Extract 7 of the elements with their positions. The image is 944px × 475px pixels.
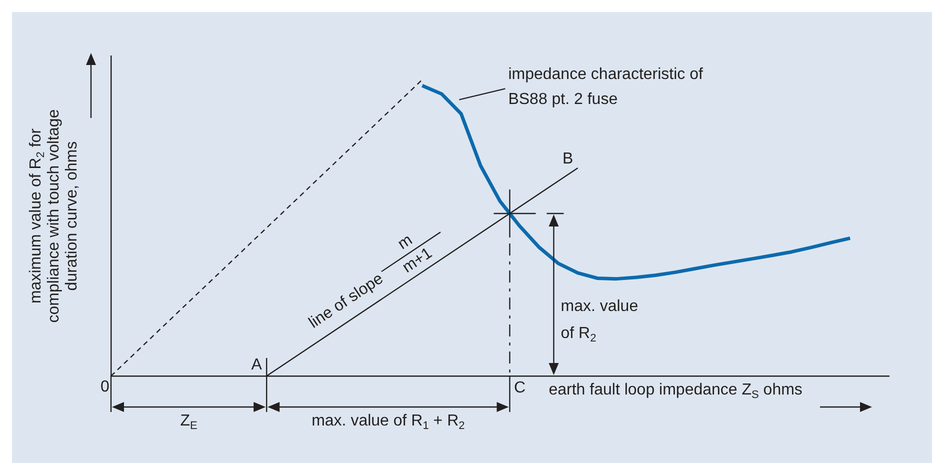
text: 0 [100,378,110,396]
annotation: line of slope [306,270,386,332]
annotation: impedance characteristic of BS88 pt. 2 fuse [508,66,704,108]
text: C [514,379,526,396]
annotation: m [394,232,416,254]
annotation: B [562,150,574,168]
annotation: A [251,356,262,374]
